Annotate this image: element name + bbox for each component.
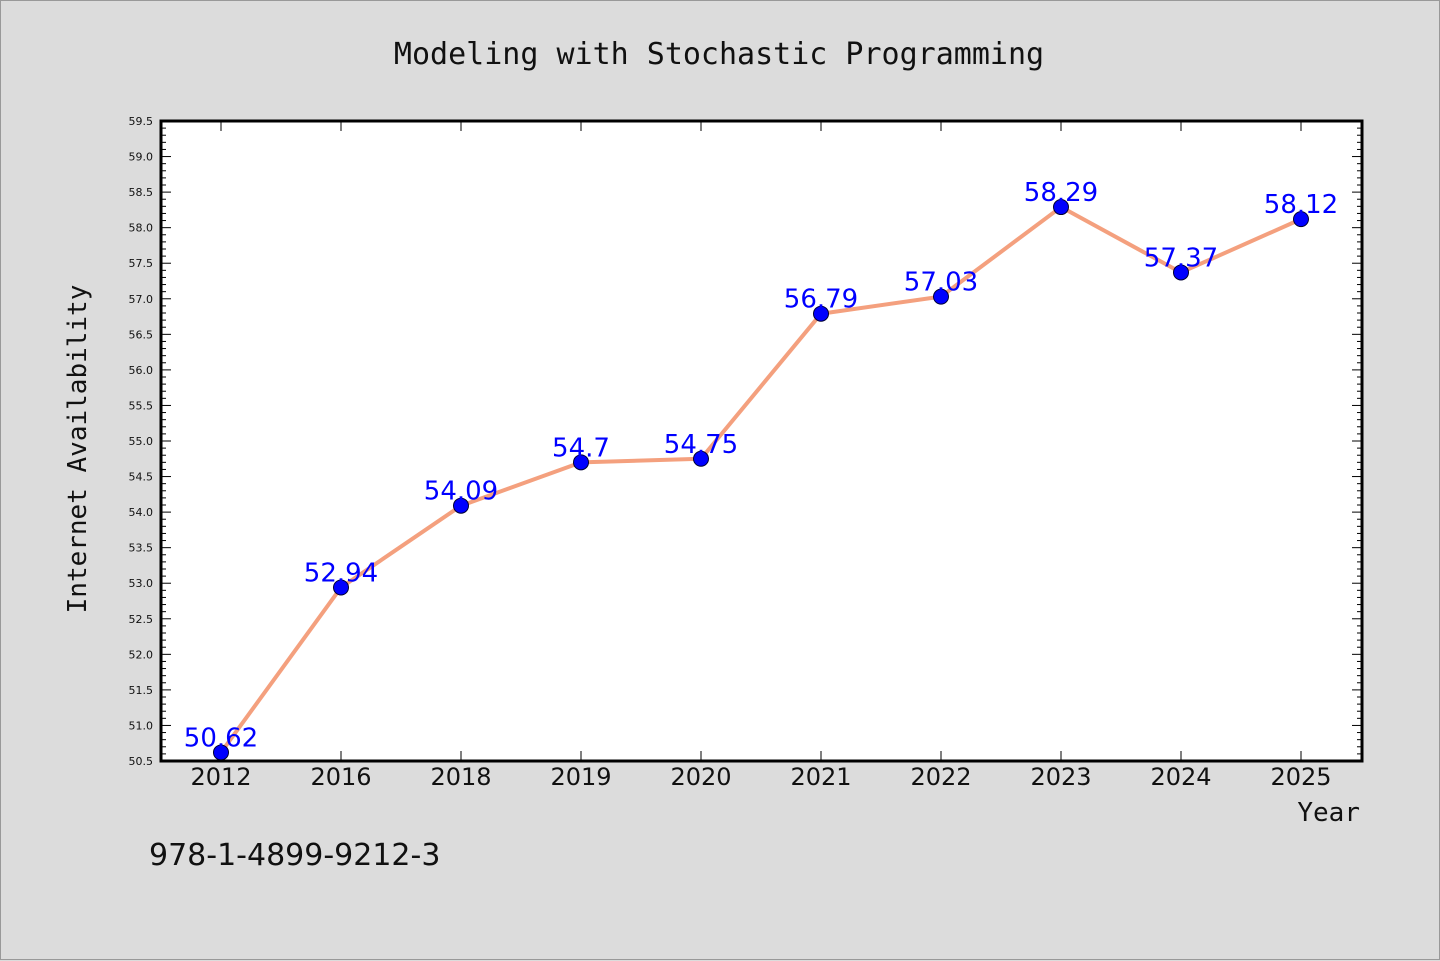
y-tick-label: 50.5 — [129, 755, 154, 768]
data-point-marker — [333, 579, 349, 596]
y-tick-label: 58.5 — [129, 186, 154, 199]
x-tick-label: 2025 — [1270, 763, 1331, 791]
data-label: 58.29 — [1024, 178, 1098, 208]
data-point-marker — [1293, 211, 1309, 228]
y-tick-label: 54.0 — [129, 506, 154, 519]
data-point-marker — [1173, 264, 1189, 281]
y-tick-label: 53.0 — [129, 577, 154, 590]
data-point-marker — [933, 288, 949, 305]
data-label: 57.03 — [904, 268, 978, 298]
data-label: 54.75 — [664, 430, 738, 460]
y-tick-label: 52.0 — [129, 648, 154, 661]
y-tick-label: 58.0 — [129, 222, 154, 235]
y-tick-label: 51.0 — [129, 719, 154, 732]
y-tick-label: 56.5 — [129, 328, 154, 341]
x-tick-label: 2019 — [550, 763, 611, 791]
x-tick-label: 2021 — [790, 763, 851, 791]
x-tick-label: 2018 — [430, 763, 491, 791]
data-label: 58.12 — [1264, 190, 1338, 220]
x-tick-label: 2022 — [910, 763, 971, 791]
y-tick-label: 53.5 — [129, 542, 154, 555]
y-tick-label: 56.0 — [129, 364, 154, 377]
data-label: 57.37 — [1144, 243, 1218, 273]
y-axis-title: Internet Availability — [63, 285, 93, 614]
plot-frame — [159, 119, 1364, 763]
series-line — [219, 205, 1303, 755]
x-tick-label: 2024 — [1150, 763, 1211, 791]
data-point-marker — [573, 454, 589, 471]
x-axis-title: Year — [1297, 798, 1360, 828]
x-tick-label: 2023 — [1030, 763, 1091, 791]
chart-title: Modeling with Stochastic Programming — [394, 37, 1044, 72]
series-markers — [213, 199, 1309, 761]
y-tick-label: 51.5 — [129, 684, 154, 697]
y-tick-label: 54.5 — [129, 471, 154, 484]
y-tick-label: 57.5 — [129, 257, 154, 270]
x-tick-label: 2016 — [310, 763, 371, 791]
y-tick-label: 55.5 — [129, 399, 154, 412]
x-axis: 2012 2016 2018 2019 2020 2021 2022 2023 2024 2025 — [190, 121, 1332, 791]
x-tick-label: 2020 — [670, 763, 731, 791]
data-label: 50.62 — [184, 723, 258, 753]
y-tick-label: 59.5 — [129, 115, 154, 128]
series-polyline — [219, 205, 1303, 755]
data-label: 52.94 — [304, 558, 378, 588]
plot-area — [161, 121, 1362, 761]
data-label: 54.7 — [552, 433, 610, 463]
data-labels: 50.62 52.94 54.09 54.7 54.75 56.79 57.03 58.29 5… — [184, 178, 1338, 753]
y-tick-label: 52.5 — [129, 613, 154, 626]
data-label: 54.09 — [424, 477, 498, 507]
data-point-marker — [1053, 199, 1069, 216]
y-tick-label: 57.0 — [129, 293, 154, 306]
data-point-marker — [453, 497, 469, 514]
x-tick-label: 2012 — [190, 763, 251, 791]
data-point-marker — [813, 305, 829, 322]
isbn-footer: 978-1-4899-9212-3 — [149, 838, 440, 873]
data-label: 56.79 — [784, 285, 858, 315]
y-tick-label: 59.0 — [129, 151, 154, 164]
y-tick-label: 55.0 — [129, 435, 154, 448]
data-point-marker — [693, 450, 709, 467]
